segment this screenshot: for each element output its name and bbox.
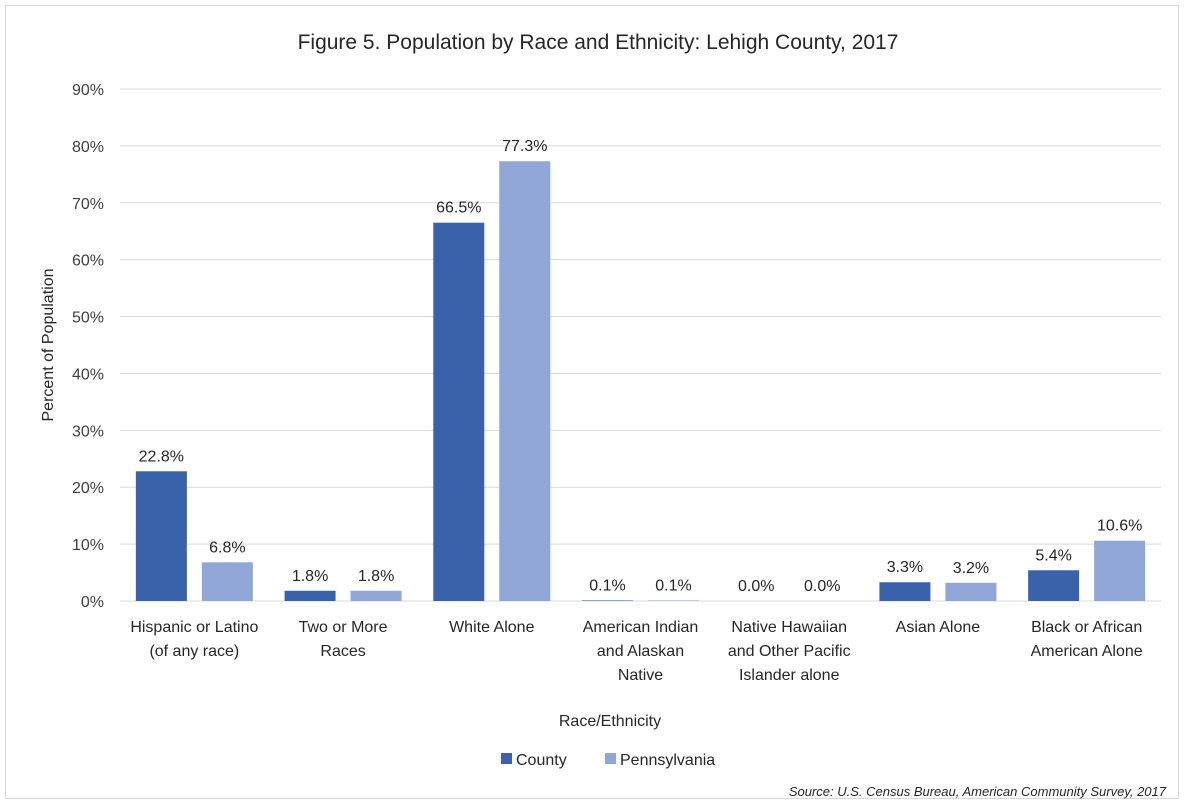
- x-category-label: Hispanic or Latino: [130, 619, 258, 636]
- y-tick-label: 30%: [72, 423, 104, 440]
- x-category-label: Races: [320, 643, 365, 660]
- data-labels: 22.8% 6.8% 1.8% 1.8% 66.5% 77.3% 0.1% 0.1% 0.0% 0…: [139, 138, 1143, 595]
- y-tick-label: 40%: [72, 366, 104, 383]
- legend-label: Pennsylvania: [620, 752, 715, 769]
- source-note: Source: U.S. Census Bureau, American Com…: [789, 784, 1167, 799]
- bar-county: [879, 582, 931, 601]
- bar-county: [1028, 570, 1080, 601]
- y-tick-label: 90%: [72, 82, 104, 99]
- data-label: 66.5%: [436, 200, 481, 217]
- x-category-label: Native: [618, 667, 663, 684]
- x-category-label: and Other Pacific: [728, 643, 851, 660]
- y-tick-label: 60%: [72, 253, 104, 270]
- y-axis-ticks: 0% 10% 20% 30% 40% 50% 60% 70% 80% 90%: [72, 82, 104, 611]
- bar-pennsylvania: [648, 600, 699, 601]
- data-label: 22.8%: [139, 448, 184, 465]
- data-label: 3.2%: [953, 560, 989, 577]
- data-label: 10.6%: [1097, 518, 1142, 535]
- x-category-label: Asian Alone: [896, 619, 981, 636]
- legend-swatch: [605, 753, 616, 764]
- y-tick-label: 80%: [72, 139, 104, 156]
- data-label: 77.3%: [502, 138, 547, 155]
- y-tick-label: 20%: [72, 480, 104, 497]
- data-label: 0.1%: [655, 577, 691, 594]
- data-label: 3.3%: [887, 559, 923, 576]
- data-label: 1.8%: [292, 568, 328, 585]
- legend-swatch: [501, 753, 512, 764]
- y-tick-label: 70%: [72, 196, 104, 213]
- x-category-label: (of any race): [149, 643, 239, 660]
- data-label: 1.8%: [358, 568, 394, 585]
- data-label: 0.1%: [589, 577, 625, 594]
- x-category-label: Native Hawaiian: [731, 619, 847, 636]
- bar-pennsylvania: [350, 590, 402, 601]
- chart-title: Figure 5. Population by Race and Ethnici…: [298, 31, 899, 54]
- bar-county: [582, 600, 633, 601]
- chart-frame: [5, 5, 1179, 799]
- y-tick-label: 0%: [81, 594, 104, 611]
- bar-pennsylvania: [201, 562, 253, 601]
- data-label: 0.0%: [804, 578, 840, 595]
- x-category-label: Islander alone: [739, 667, 840, 684]
- bar-pennsylvania: [945, 582, 997, 601]
- x-category-label: American Indian: [583, 619, 699, 636]
- x-category-label: Black or African: [1031, 619, 1142, 636]
- bar-pennsylvania: [499, 161, 551, 601]
- x-category-label: Two or More: [299, 619, 388, 636]
- y-tick-label: 50%: [72, 310, 104, 327]
- legend: County Pennsylvania: [501, 752, 715, 769]
- x-category-label: White Alone: [449, 619, 534, 636]
- x-category-label: American Alone: [1031, 643, 1143, 660]
- bar-county: [135, 471, 187, 601]
- x-category-label: and Alaskan: [597, 643, 684, 660]
- y-axis-label: Percent of Population: [40, 269, 57, 422]
- data-label: 6.8%: [209, 539, 245, 556]
- x-axis-label: Race/Ethnicity: [559, 713, 661, 730]
- y-tick-label: 10%: [72, 537, 104, 554]
- legend-label: County: [516, 752, 567, 769]
- data-label: 5.4%: [1035, 547, 1071, 564]
- bar-county: [433, 222, 485, 601]
- bar-pennsylvania: [1094, 540, 1146, 601]
- x-axis-categories: Hispanic or Latino (of any race) Two or Mo…: [130, 619, 1142, 684]
- data-label: 0.0%: [738, 578, 774, 595]
- bars: [135, 161, 1146, 601]
- gridlines: [120, 88, 1161, 602]
- bar-county: [284, 590, 336, 601]
